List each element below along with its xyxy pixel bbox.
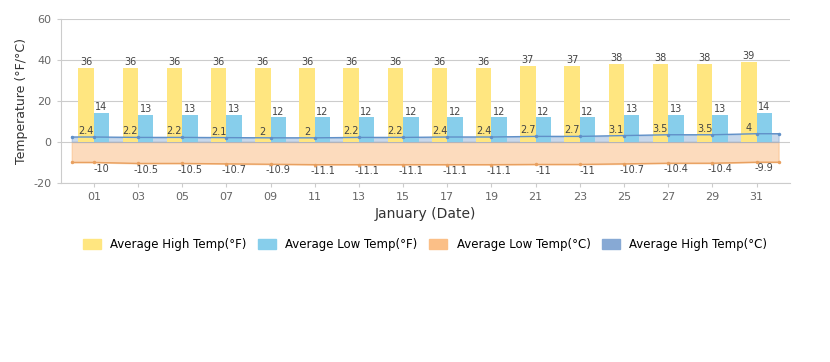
Bar	[476, 68, 491, 142]
Bar	[167, 68, 183, 142]
Text: -11: -11	[535, 166, 551, 176]
Text: -11.1: -11.1	[310, 166, 334, 176]
Text: 12: 12	[449, 106, 461, 117]
Text: -10.4: -10.4	[663, 164, 688, 174]
Bar	[211, 68, 227, 142]
Text: 38: 38	[610, 53, 622, 63]
Text: 2: 2	[304, 127, 310, 137]
Text: -10.5: -10.5	[134, 165, 159, 175]
Text: -10.7: -10.7	[619, 165, 644, 175]
Bar	[255, 68, 271, 142]
Text: 36: 36	[389, 57, 402, 67]
Bar	[652, 64, 668, 142]
Text: 36: 36	[345, 57, 357, 67]
Text: -10.7: -10.7	[222, 165, 247, 175]
Text: 12: 12	[360, 106, 373, 117]
Bar	[359, 117, 374, 142]
Bar	[756, 113, 772, 142]
Text: 2: 2	[260, 127, 266, 137]
Text: 12: 12	[405, 106, 417, 117]
Text: 13: 13	[714, 105, 726, 114]
Legend: Average High Temp(°F), Average Low Temp(°F), Average Low Temp(°C), Average High : Average High Temp(°F), Average Low Temp(…	[78, 233, 772, 256]
Text: 12: 12	[537, 106, 549, 117]
Text: 36: 36	[433, 57, 446, 67]
Text: 2.7: 2.7	[520, 125, 535, 135]
Text: 36: 36	[124, 57, 136, 67]
Text: 2.2: 2.2	[388, 126, 403, 136]
Text: 13: 13	[228, 105, 240, 114]
Text: 3.5: 3.5	[697, 124, 712, 134]
Text: -9.9: -9.9	[754, 164, 774, 173]
Bar	[432, 68, 447, 142]
Text: 12: 12	[316, 106, 329, 117]
Text: 12: 12	[581, 106, 593, 117]
Text: 36: 36	[212, 57, 225, 67]
Text: 13: 13	[183, 105, 196, 114]
Bar	[447, 117, 462, 142]
Text: 14: 14	[95, 102, 108, 113]
Text: -11.1: -11.1	[354, 166, 379, 176]
Bar	[668, 115, 684, 142]
Text: -11: -11	[579, 166, 595, 176]
Text: 14: 14	[758, 102, 770, 113]
Text: 36: 36	[80, 57, 92, 67]
Text: 2.2: 2.2	[344, 126, 359, 136]
Text: 2.2: 2.2	[167, 126, 183, 136]
Bar	[697, 64, 712, 142]
Text: 2.1: 2.1	[211, 127, 227, 136]
Text: 39: 39	[743, 51, 755, 61]
Bar	[535, 117, 551, 142]
Text: 2.4: 2.4	[78, 126, 94, 136]
Text: 12: 12	[272, 106, 285, 117]
Text: 36: 36	[168, 57, 181, 67]
Text: 37: 37	[566, 55, 579, 65]
Bar	[403, 117, 418, 142]
Text: 38: 38	[654, 53, 666, 63]
Text: -10.4: -10.4	[708, 164, 733, 174]
Text: 2.7: 2.7	[564, 125, 580, 135]
Text: -10.5: -10.5	[178, 165, 203, 175]
Bar	[344, 68, 359, 142]
Text: 12: 12	[493, 106, 505, 117]
Bar	[227, 115, 242, 142]
Text: 4: 4	[745, 123, 752, 133]
Y-axis label: Temperature (°F/°C): Temperature (°F/°C)	[15, 38, 28, 164]
Text: 2.4: 2.4	[432, 126, 447, 136]
Text: 38: 38	[699, 53, 710, 63]
Text: 3.1: 3.1	[608, 125, 624, 135]
Text: 36: 36	[477, 57, 490, 67]
Text: -11.1: -11.1	[486, 166, 511, 176]
Bar	[388, 68, 403, 142]
Text: -11.1: -11.1	[398, 166, 423, 176]
Bar	[315, 117, 330, 142]
Bar	[608, 64, 624, 142]
Text: 3.5: 3.5	[652, 124, 668, 134]
Text: 2.4: 2.4	[476, 126, 491, 136]
Bar	[624, 115, 639, 142]
Text: -10.9: -10.9	[266, 165, 290, 176]
Text: 2.2: 2.2	[123, 126, 138, 136]
Bar	[580, 117, 595, 142]
Text: 36: 36	[256, 57, 269, 67]
Text: 37: 37	[522, 55, 534, 65]
Bar	[741, 62, 756, 142]
Text: -11.1: -11.1	[442, 166, 467, 176]
Bar	[94, 113, 110, 142]
Text: 13: 13	[139, 105, 152, 114]
Bar	[300, 68, 315, 142]
Text: 13: 13	[626, 105, 637, 114]
Text: -10: -10	[94, 164, 110, 174]
Bar	[123, 68, 138, 142]
Bar	[138, 115, 154, 142]
Bar	[78, 68, 94, 142]
Text: 13: 13	[670, 105, 682, 114]
Bar	[712, 115, 728, 142]
Bar	[271, 117, 286, 142]
X-axis label: January (Date): January (Date)	[374, 207, 476, 222]
Text: 36: 36	[300, 57, 313, 67]
Bar	[520, 66, 535, 142]
Bar	[564, 66, 580, 142]
Bar	[183, 115, 198, 142]
Bar	[491, 117, 507, 142]
